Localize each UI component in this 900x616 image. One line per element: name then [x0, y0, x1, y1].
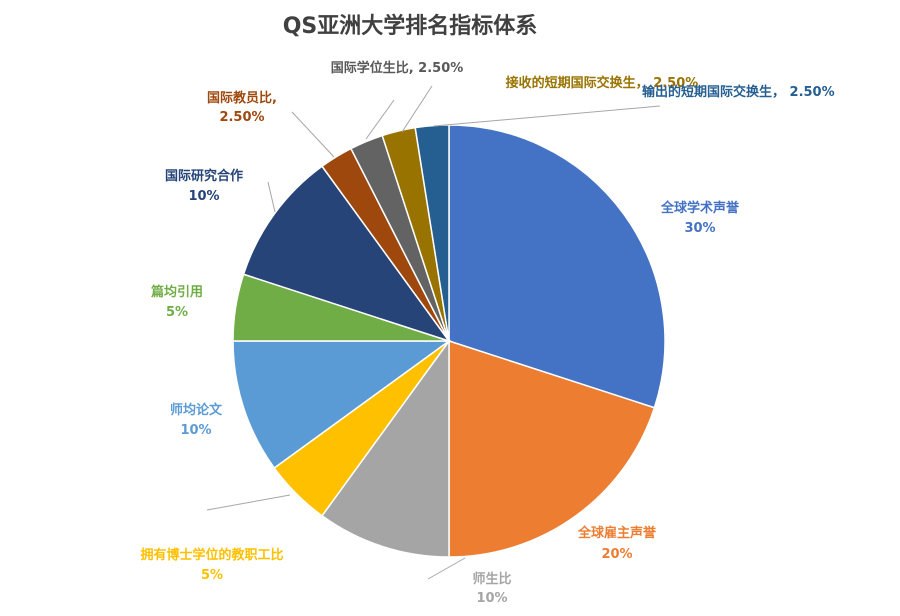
slice-label-2: 全球雇主声誉: [577, 525, 657, 541]
slice-label-4: 拥有博士学位的教职工比: [140, 547, 283, 563]
leader-line-11: [433, 105, 661, 127]
leader-line-10: [401, 85, 433, 133]
chart-title: QS亚洲大学排名指标体系: [282, 14, 538, 39]
pie-slice-3: [320, 338, 450, 558]
pie-slice-5: [232, 340, 452, 470]
leader-line-9: [365, 99, 395, 140]
leader-line-4: [206, 494, 291, 511]
slice-value-3: 10%: [476, 591, 507, 606]
slice-label-5: 师均论文: [170, 402, 223, 418]
slice-label-8: 国际教员比,: [207, 90, 277, 106]
leader-line-7: [267, 181, 276, 213]
slice-value-7: 10%: [188, 189, 219, 204]
slice-label-7: 国际研究合作: [165, 168, 243, 184]
slice-label-6: 篇均引用: [150, 284, 203, 300]
pie-slice-7: [242, 165, 451, 343]
pie-slice-1: [448, 124, 666, 409]
slice-value-4: 5%: [201, 568, 223, 583]
slice-label-9: 国际学位生比, 2.50%: [331, 60, 464, 76]
leader-line-8: [291, 111, 335, 158]
slice-value-2: 20%: [601, 547, 632, 562]
slice-value-8: 2.50%: [219, 110, 264, 125]
slice-label-10: 接收的短期国际交换生， 2.50%: [506, 75, 699, 91]
leader-line-3: [427, 557, 466, 580]
slice-label-11: 输出的短期国际交换生， 2.50%: [642, 84, 835, 100]
slice-value-1: 30%: [684, 221, 715, 236]
slice-value-6: 5%: [166, 305, 188, 320]
slice-value-5: 10%: [180, 423, 211, 438]
slice-label-1: 全球学术声誉: [660, 200, 740, 216]
pie-slice-2: [448, 339, 656, 558]
slice-label-3: 师生比: [472, 571, 511, 587]
